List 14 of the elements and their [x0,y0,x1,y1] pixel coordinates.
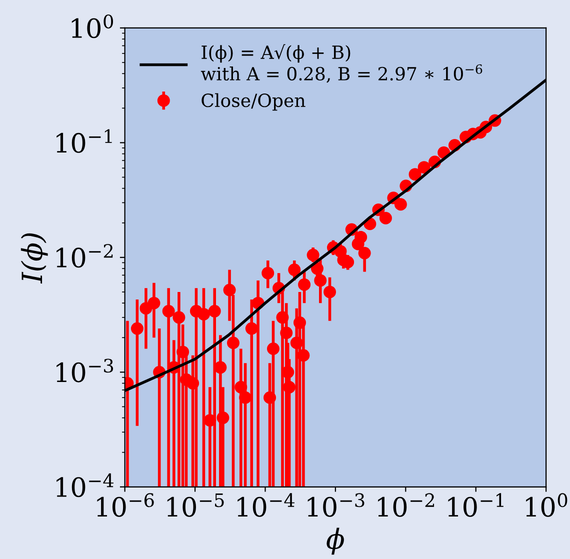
y-tick-label: 10$^{−1}$ [56,129,112,153]
y-tick-label: 10$^{−3}$ [56,358,114,382]
legend-label: I(ϕ) = A√(ϕ + B) with A = 0.28, B = 2.97 ∗ 10$^{−6}$ [200,44,482,83]
x-tick-label: 10$^{−3}$ [308,493,364,517]
x-tick-label: 10$^{−1}$ [448,493,504,517]
x-axis-title: ϕ [326,528,344,555]
y-axis-title: I(ϕ) [20,233,48,284]
legend-label: Close/Open [202,93,306,111]
y-tick-label: 10$^{−2}$ [56,244,113,268]
x-tick-label: 10$^{−4}$ [238,493,294,517]
y-tick-label: 10$^{0}$ [72,14,114,38]
x-tick-label: 10$^{−2}$ [378,493,434,517]
x-tick-label: 10$^{0}$ [526,493,568,517]
x-tick-label: 10$^{−5}$ [167,493,224,517]
